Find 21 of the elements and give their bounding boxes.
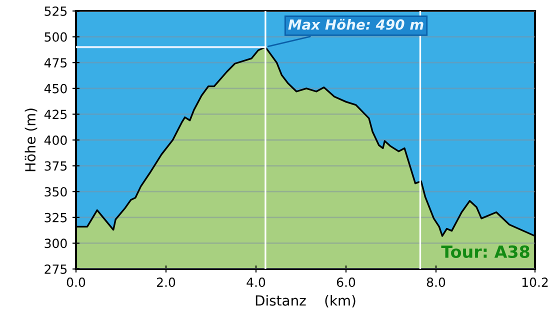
annotation: Tour: A38 <box>441 245 530 258</box>
x-tick-label: 6.0 <box>336 278 356 288</box>
x-tick-label: 2.0 <box>156 278 176 288</box>
x-tick-label: 4.0 <box>246 278 266 288</box>
y-tick-label: 275 <box>44 264 67 274</box>
y-tick-label: 475 <box>44 58 67 68</box>
y-tick-label: 400 <box>44 135 67 145</box>
y-tick-label: 325 <box>44 212 67 222</box>
x-tick-label: 0.0 <box>66 278 86 288</box>
y-tick-label: 500 <box>44 32 67 42</box>
y-tick-label: 525 <box>44 6 67 16</box>
y-tick-label: 350 <box>44 187 67 197</box>
y-tick-label: 300 <box>44 238 67 248</box>
x-tick-label: 8.0 <box>426 278 446 288</box>
x-tick-label: 10.2 <box>522 278 548 288</box>
y-axis-title: Höhe (m) <box>24 108 38 172</box>
annotation: Max Höhe: 490 m <box>288 18 424 30</box>
x-axis-title: Distanz (km) <box>256 294 356 308</box>
y-tick-label: 425 <box>44 110 67 120</box>
y-tick-label: 450 <box>44 84 67 94</box>
y-tick-label: 375 <box>44 161 67 171</box>
